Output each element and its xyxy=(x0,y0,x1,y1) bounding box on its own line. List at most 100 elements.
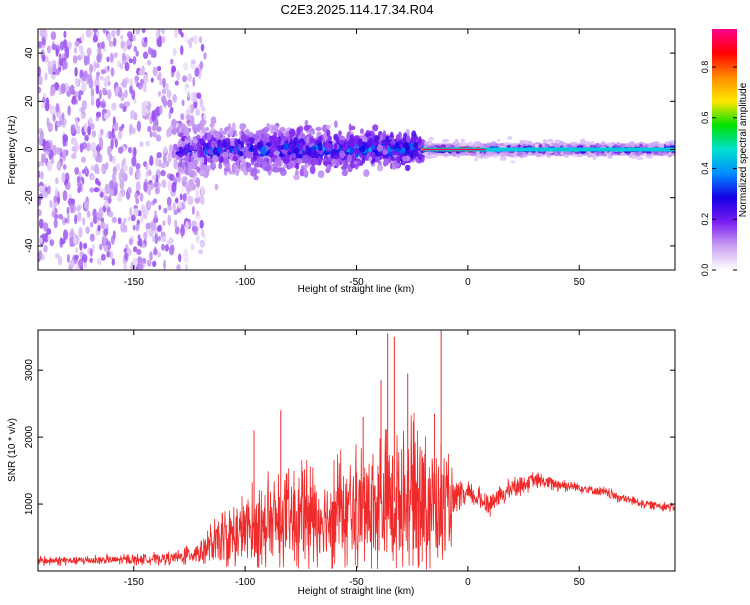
heat-cell xyxy=(195,177,201,189)
heat-cell xyxy=(69,231,75,238)
heat-cell xyxy=(43,222,49,232)
heat-cell xyxy=(92,35,99,43)
heat-cell xyxy=(327,156,333,162)
heat-cell xyxy=(418,153,422,161)
heat-cell xyxy=(288,128,296,137)
heat-cell xyxy=(187,195,193,205)
heat-cell xyxy=(169,106,174,114)
spectrogram-ticks: -150 -100 -50 0 50 -40 -20 0 20 40 xyxy=(24,29,675,288)
heat-cell xyxy=(188,145,195,152)
heat-cell xyxy=(269,144,276,153)
heat-cell xyxy=(192,152,199,158)
heat-cell xyxy=(75,247,79,253)
heat-cell xyxy=(90,174,96,181)
heat-cell xyxy=(290,153,297,159)
heat-cell xyxy=(376,164,384,172)
heat-cell xyxy=(79,251,84,257)
heat-cell xyxy=(196,141,201,151)
heat-cell xyxy=(152,49,157,58)
heat-cell xyxy=(63,229,68,241)
heat-cell xyxy=(117,192,123,202)
heat-cell xyxy=(160,169,166,177)
heat-cell xyxy=(211,140,217,146)
heat-cell xyxy=(305,145,310,152)
heat-cell xyxy=(263,140,267,146)
heat-cell xyxy=(183,61,189,71)
heat-cell xyxy=(152,217,159,224)
heat-cell xyxy=(47,60,52,69)
heat-cell xyxy=(86,142,91,152)
heat-cell xyxy=(62,60,68,70)
heat-cell xyxy=(175,172,180,178)
heat-cell xyxy=(142,41,148,48)
heat-cell xyxy=(162,220,166,227)
heat-cell xyxy=(46,228,52,235)
heat-cell xyxy=(580,138,586,144)
heat-cell xyxy=(109,180,114,190)
heat-cell xyxy=(171,181,177,193)
heat-cell xyxy=(228,170,232,175)
heat-region xyxy=(175,114,426,192)
heat-cell xyxy=(635,156,643,160)
heat-cell xyxy=(350,141,356,149)
heat-cell xyxy=(585,142,591,147)
heat-cell xyxy=(100,221,106,229)
heat-cell xyxy=(195,108,201,116)
heat-cell xyxy=(133,45,137,53)
heat-cell xyxy=(168,144,173,153)
heat-cell xyxy=(152,260,157,268)
heat-cell xyxy=(186,184,193,192)
colorbar-tick-label: 0.0 xyxy=(700,264,710,277)
heat-cell xyxy=(217,146,222,154)
heat-cell xyxy=(165,160,169,167)
heat-cell xyxy=(428,137,435,141)
heat-cell xyxy=(86,210,91,218)
heat-cell xyxy=(205,165,211,172)
heat-cell xyxy=(153,181,159,188)
heat-cell xyxy=(341,169,348,177)
snr-panel: -150 -100 -50 0 50 1000 2000 3000 Height of str… xyxy=(7,329,676,597)
heat-cell xyxy=(69,259,75,268)
heat-cell xyxy=(129,206,133,217)
heat-cell xyxy=(128,166,134,176)
heat-cell xyxy=(273,150,281,156)
heat-cell xyxy=(110,67,115,77)
heat-cell xyxy=(631,152,636,156)
heat-cell xyxy=(390,131,394,137)
heat-cell xyxy=(545,143,550,148)
heat-cell xyxy=(193,160,199,166)
heat-cell xyxy=(44,101,50,112)
heat-cell xyxy=(219,127,223,134)
heat-cell xyxy=(210,116,217,125)
heat-cell xyxy=(535,153,541,158)
heat-cell xyxy=(135,163,141,170)
heat-cell xyxy=(161,243,165,251)
heat-cell xyxy=(262,161,268,168)
heat-cell xyxy=(342,147,349,152)
heat-cell xyxy=(331,158,336,165)
x-tick-label: -50 xyxy=(349,577,364,588)
heat-cell xyxy=(563,150,571,155)
heat-cell xyxy=(293,173,300,181)
x-tick-label: 0 xyxy=(465,577,471,588)
heat-cell xyxy=(44,232,49,243)
heat-cell xyxy=(172,47,177,57)
heat-cell xyxy=(279,168,287,176)
heat-cell xyxy=(476,153,481,156)
heat-cell xyxy=(338,130,342,137)
heat-cell xyxy=(183,87,189,94)
heat-cell xyxy=(121,78,128,89)
heat-cell xyxy=(184,161,188,169)
heat-cell xyxy=(201,229,205,238)
heat-cell xyxy=(131,214,136,222)
heat-cell xyxy=(50,31,57,41)
heat-cell xyxy=(109,188,115,197)
heat-cell xyxy=(172,202,176,212)
x-tick-label: -100 xyxy=(235,277,255,288)
heat-cell xyxy=(474,158,478,162)
heat-cell xyxy=(95,75,100,81)
heat-cell xyxy=(80,106,85,115)
heat-cell xyxy=(200,185,205,195)
heat-cell xyxy=(83,242,88,250)
heat-cell xyxy=(601,142,605,147)
